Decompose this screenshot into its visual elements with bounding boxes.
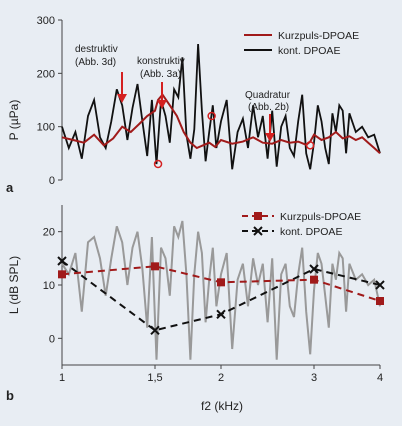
panel-b: 0 10 20 1 1,5 2 3 4 L (dB SPL) b f2 (kHz) Kurz… (6, 205, 385, 413)
panel-a-annotations: destruktiv (Abb. 3d) konstruktiv (Abb. 3… (75, 44, 291, 142)
annotation-konstruktiv-line2: (Abb. 3a) (140, 69, 181, 80)
annotation-destruktiv-arrowhead (117, 94, 127, 103)
panel-b-legend: Kurzpuls-DPOAE kont. DPOAE (242, 211, 361, 238)
marker-kurzpuls-point (217, 278, 225, 287)
annotation-quadratur-line1: Quadratur (245, 90, 291, 101)
panel-b-x-tick-label: 4 (377, 372, 383, 384)
annotation-circle (153, 159, 163, 169)
panel-b-y-tick-label: 10 (43, 280, 55, 292)
annotation-circle (207, 111, 216, 121)
panel-a-y-label: P (µPa) (7, 100, 21, 141)
marker-kurzpuls-point (58, 270, 66, 279)
panel-a-series (61, 43, 381, 170)
annotation-konstruktiv-line1: konstruktiv (137, 56, 185, 67)
annotation-circle (305, 141, 315, 150)
marker-kurzpuls-point (376, 297, 384, 305)
legend-b-label-kont: kont. DPOAE (280, 226, 342, 238)
marker-kont-point (375, 280, 385, 290)
marker-kont-point (309, 264, 319, 274)
annotation-destruktiv-line2: (Abb. 3d) (75, 57, 116, 68)
panel-b-y-tick-label: 0 (49, 333, 55, 345)
marker-kurzpuls-point (151, 262, 160, 271)
annotation-quadratur-arrowhead (265, 133, 275, 142)
panel-b-x-tick-label: 2 (218, 372, 224, 384)
legend-a-label-kont: kont. DPOAE (278, 45, 340, 57)
panel-a-label: a (6, 180, 14, 195)
legend-b-marker-kont (253, 226, 263, 236)
panel-b-y-ticks: 0 10 20 (43, 227, 62, 345)
panel-b-x-tick-label: 1 (59, 372, 65, 384)
panel-b-x-tick-label: 1,5 (147, 372, 162, 384)
series-line-kont-dpoae (61, 43, 381, 170)
legend-b-marker-kurzpuls (254, 212, 262, 220)
panel-a-y-tick-label: 0 (49, 175, 55, 187)
panel-a-y-tick-label: 100 (37, 122, 55, 134)
legend-b-label-kurzpuls: Kurzpuls-DPOAE (280, 211, 361, 223)
series-line-kurzpuls-dpoae (61, 93, 381, 155)
annotation-konstruktiv-arrowhead (157, 100, 167, 109)
panel-b-x-label: f2 (kHz) (201, 399, 243, 413)
series-line-gray-trace (61, 220, 381, 360)
panel-b-x-ticks: 1 1,5 2 3 4 (59, 365, 383, 384)
marker-kont-point (150, 325, 160, 336)
panel-a-y-ticks: 0 100 200 300 (37, 15, 62, 187)
annotation-quadratur-line2: (Abb. 2b) (248, 102, 289, 113)
panel-a-y-tick-label: 200 (37, 68, 55, 80)
panel-b-y-tick-label: 20 (43, 227, 55, 239)
panel-b-y-label: L (dB SPL) (7, 256, 21, 314)
panel-a-legend: Kurzpuls-DPOAE kont. DPOAE (244, 30, 359, 57)
legend-a-label-kurzpuls: Kurzpuls-DPOAE (278, 30, 359, 42)
marker-kurzpuls-point (310, 275, 319, 284)
panel-a-y-tick-label: 300 (37, 15, 55, 27)
annotation-destruktiv-line1: destruktiv (75, 44, 118, 55)
panel-b-series (57, 220, 385, 360)
panel-b-x-tick-label: 3 (311, 372, 317, 384)
panel-a: 0 100 200 300 P (µPa) a Kurzpuls-DPOAE kont… (6, 15, 381, 195)
panel-b-label: b (6, 388, 14, 403)
marker-kont-point (57, 256, 67, 266)
marker-kont-point (216, 309, 226, 320)
